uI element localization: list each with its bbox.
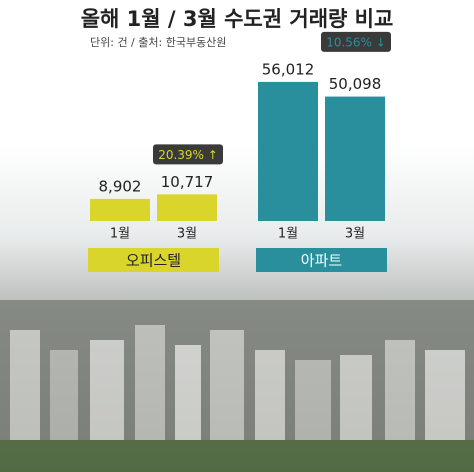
x-tick-label: 1월 <box>278 227 298 242</box>
chart-title: 올해 1월 / 3월 수도권 거래량 비교 <box>81 7 394 31</box>
bar <box>157 194 217 221</box>
change-label: 10.56% ↓ <box>326 35 386 49</box>
value-label: 10,717 <box>161 173 214 191</box>
x-tick-label: 1월 <box>110 227 130 242</box>
value-label: 8,902 <box>99 177 142 195</box>
bar <box>258 81 318 221</box>
change-badge <box>321 31 391 52</box>
city-illustration <box>0 300 474 472</box>
group-label: 아파트 <box>301 252 343 270</box>
x-tick-label: 3월 <box>177 227 197 242</box>
chart-subtitle: 단위: 건 / 출처: 한국부동산원 <box>90 36 226 49</box>
change-badge <box>153 144 223 165</box>
bar <box>90 198 150 221</box>
group-label-box <box>256 248 387 272</box>
value-label: 56,012 <box>262 60 315 78</box>
value-label: 50,098 <box>329 75 382 93</box>
group-label: 오피스텔 <box>126 252 181 270</box>
change-label: 20.39% ↑ <box>158 148 218 162</box>
group-label-box <box>88 248 219 272</box>
bar <box>325 96 385 221</box>
x-tick-label: 3월 <box>345 227 365 242</box>
